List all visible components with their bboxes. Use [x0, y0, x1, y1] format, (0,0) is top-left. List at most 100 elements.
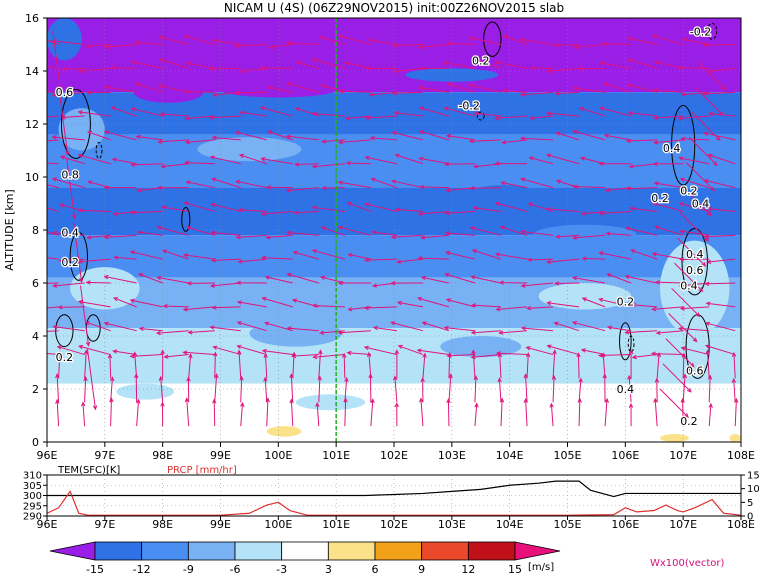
wind-vector-431: [678, 282, 710, 288]
sub-left-tick-label: 295: [23, 501, 42, 512]
wind-vector-295: [470, 275, 502, 284]
wind-vector-375: [627, 374, 632, 403]
wind-vector-6: [47, 282, 59, 284]
wind-vector-421: [653, 115, 684, 120]
field-band-0: [47, 18, 741, 93]
wind-vector-352: [555, 131, 580, 141]
wind-vector-159: [264, 275, 293, 284]
contour-label: 0.4: [680, 280, 698, 293]
colorbar-tick-label: -15: [86, 563, 104, 575]
contour-loop-8: [619, 322, 632, 361]
wind-vector-37: [77, 344, 111, 356]
wind-vector-172: [318, 349, 323, 379]
wind-vector-405: [626, 83, 658, 93]
wind-vector-281: [444, 210, 475, 216]
wind-vector-355: [546, 67, 580, 74]
wind-vector-99: [157, 84, 189, 93]
wind-vector-298: [472, 206, 502, 212]
wind-vector-74: [138, 273, 163, 284]
wind-vector-9: [47, 207, 59, 212]
chart-title: NICAM U (4S) (06Z29NOV2015) init:00Z26NO…: [224, 1, 564, 15]
wind-vector-111: [183, 201, 215, 212]
wind-vector-97: [157, 139, 189, 144]
wind-vector-272: [474, 402, 479, 427]
wind-vector-325: [552, 349, 557, 379]
wind-vector-190: [312, 354, 345, 360]
wind-vector-380: [606, 273, 632, 284]
wind-vector-391: [653, 397, 658, 427]
wind-vector-406: [627, 58, 658, 69]
wind-vector-148: [234, 130, 267, 141]
contour-label: -0.2: [458, 99, 479, 112]
wind-vector-221: [394, 402, 399, 427]
wind-vector-13: [47, 115, 59, 118]
wind-vector-342: [576, 352, 581, 379]
wind-vector-265: [419, 184, 449, 190]
colorbar-tick-label: 9: [418, 563, 425, 575]
wind-vector-94: [161, 205, 189, 212]
wind-vector-27: [51, 177, 85, 189]
sub-left-tick-label: 310: [23, 471, 42, 482]
contour-label: 0.2: [680, 184, 698, 197]
sub-right-tick-label: 0: [747, 512, 753, 523]
wind-vector-354: [554, 91, 580, 96]
contour-loop-3: [181, 206, 191, 232]
wind-vector-116: [184, 89, 215, 94]
wind-vector-279: [445, 250, 476, 260]
wind-vector-328: [526, 305, 554, 311]
field-patch-6: [70, 267, 140, 310]
colorbar-swatch: [187, 541, 236, 561]
wind-vector-312: [498, 280, 528, 285]
sub-x-tick-label: 100E: [264, 518, 292, 531]
wind-vector-348: [555, 234, 580, 239]
contour-label: 0.4: [686, 248, 704, 261]
wind-vector-271: [417, 44, 449, 50]
field-patch-3: [197, 137, 302, 162]
wind-vector-382: [605, 231, 632, 236]
wind-vector-20: [56, 345, 85, 356]
field-patch-18: [47, 18, 82, 61]
wind-vector-260: [416, 296, 450, 308]
wind-vector-453: [707, 153, 736, 165]
wind-vector-222: [392, 375, 398, 403]
wind-vector-416: [654, 225, 684, 236]
contour-label: 0.8: [61, 168, 79, 181]
wind-vector-181: [294, 162, 319, 167]
y-tick-label: 4: [32, 330, 39, 343]
wind-vector-149: [239, 110, 267, 117]
wind-vector-369: [572, 129, 606, 141]
contour-labels: 0.20.20.40.80.60.2-0.2-0.20.40.20.2 0.40.…: [54, 24, 712, 429]
wind-vector-68: [160, 401, 165, 427]
wind-vector-343: [546, 344, 580, 356]
contour-loop-11: [706, 22, 718, 40]
colorbar-swatch: [374, 541, 423, 561]
wind-vector-318: [501, 139, 528, 145]
wind-vector-130: [209, 155, 241, 165]
field-patch-4: [365, 150, 458, 172]
colorbar-right-arrow: [514, 541, 561, 561]
y-tick-label: 14: [25, 65, 39, 78]
wind-vector-293: [470, 330, 502, 335]
wind-vector-191: [319, 330, 345, 335]
wind-vector-21: [52, 324, 85, 332]
wind-vector-341: [578, 377, 583, 403]
colorbar-swatch: [281, 541, 329, 561]
wind-vector-22: [57, 305, 85, 310]
wind-vector-25: [51, 230, 85, 236]
contour-loop-0: [60, 89, 91, 159]
wind-vector-96: [160, 163, 189, 169]
wind-vector-283: [443, 161, 475, 167]
wind-vector-275: [446, 353, 475, 358]
wind-vector-361: [572, 321, 606, 332]
wind-vector-173: [291, 353, 319, 359]
wind-vector-180: [285, 187, 319, 193]
wind-vector-389: [599, 61, 632, 69]
wind-vector-363: [571, 276, 606, 284]
wind-vector-242: [390, 321, 424, 332]
wind-vector-315: [494, 201, 528, 212]
wind-vector-24: [58, 258, 85, 263]
field-patch-2: [58, 108, 105, 151]
wind-vector-106: [187, 330, 215, 335]
wind-vector-451: [706, 206, 736, 212]
